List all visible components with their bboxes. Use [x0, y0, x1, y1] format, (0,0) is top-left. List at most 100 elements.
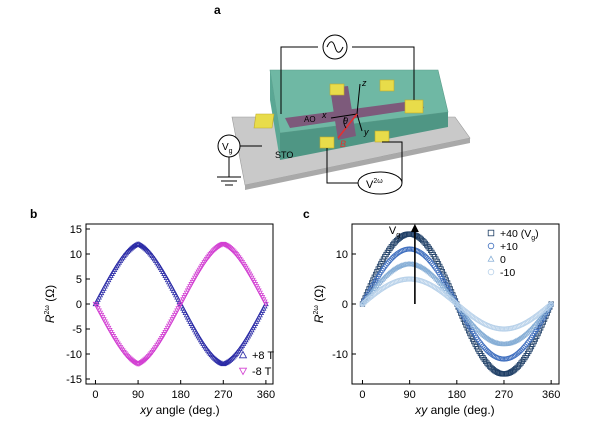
- x-tick-label: 270: [214, 389, 232, 401]
- x-tick-label: 90: [404, 389, 416, 401]
- data-point: [377, 278, 384, 284]
- data-point: [229, 248, 236, 254]
- data-point: [421, 239, 427, 245]
- data-point: [218, 242, 224, 249]
- data-point: [228, 247, 235, 253]
- data-point: [419, 264, 426, 270]
- legend-marker: [487, 255, 495, 262]
- data-point: [473, 316, 480, 322]
- y-tick-label: 0: [342, 299, 348, 311]
- data-point: [213, 246, 220, 252]
- data-point: [395, 250, 401, 256]
- wire: [382, 141, 403, 183]
- label-sto: STO: [275, 150, 293, 160]
- legend-marker: [487, 229, 495, 237]
- data-point: [141, 358, 147, 364]
- data-point: [485, 362, 491, 368]
- data-point: [136, 361, 143, 367]
- data-point: [447, 286, 453, 292]
- vg-annotation: Vg: [389, 225, 400, 239]
- data-point: [422, 253, 428, 259]
- data-point: [529, 323, 536, 330]
- data-point: [475, 317, 481, 323]
- legend-label: +10: [500, 241, 518, 253]
- data-point: [437, 263, 443, 269]
- x-tick-label: 0: [359, 389, 365, 401]
- data-point: [418, 264, 425, 270]
- data-point: [527, 326, 534, 332]
- data-point: [141, 244, 147, 250]
- legend-marker: [238, 367, 248, 376]
- data-point: [531, 322, 537, 328]
- data-point: [481, 345, 487, 351]
- device-schematic: V2ω Vg z x y θ B AO STO: [217, 34, 471, 195]
- data-point: [433, 285, 439, 291]
- data-point: [532, 320, 539, 327]
- data-point: [548, 301, 554, 307]
- x-tick-label: 360: [257, 389, 275, 401]
- data-point: [424, 242, 430, 248]
- data-point: [486, 336, 493, 342]
- chart-b: 0 90 180 270 360 -15 -10 -5 0 5 10 15 +8 T -8 T xy …: [43, 223, 275, 417]
- hall-bar-vertical: [330, 86, 356, 140]
- data-point: [376, 279, 383, 285]
- data-point: [505, 370, 511, 377]
- data-point: [139, 243, 146, 249]
- data-point: [135, 361, 141, 368]
- data-point: [415, 262, 422, 269]
- data-point: [215, 244, 222, 250]
- ac-wave: [326, 41, 344, 53]
- data-point: [214, 245, 221, 251]
- data-point: [414, 262, 421, 268]
- data-point: [484, 360, 490, 366]
- data-point: [367, 283, 373, 289]
- legend-label: 0: [500, 254, 506, 266]
- data-point: [462, 319, 468, 325]
- data-point: [531, 339, 537, 345]
- y-axis-label: R2ω (Ω): [43, 285, 57, 323]
- data-point: [378, 287, 384, 293]
- panel-label-b: b: [30, 207, 37, 221]
- data-point: [489, 352, 495, 358]
- data-point: [138, 242, 145, 248]
- data-point: [424, 255, 430, 261]
- label-y: y: [363, 127, 369, 137]
- data-point: [374, 282, 380, 288]
- contact-pad: [404, 99, 424, 114]
- data-point: [527, 317, 533, 323]
- legend-label: +40 (Vg): [500, 228, 539, 242]
- data-point: [524, 329, 531, 335]
- data-point: [388, 256, 394, 262]
- data-point: [400, 233, 406, 239]
- y-tick-label: 15: [70, 224, 82, 236]
- label-b: B: [340, 139, 346, 149]
- data-point: [216, 359, 223, 365]
- panel-label-c: c: [303, 207, 310, 221]
- data-point: [526, 318, 532, 324]
- wire: [280, 46, 318, 114]
- data-point: [417, 263, 424, 269]
- data-point: [137, 360, 144, 367]
- substrate-edge: [245, 138, 470, 190]
- data-point: [525, 327, 532, 334]
- data-point: [431, 284, 438, 290]
- data-point: [410, 231, 417, 238]
- axis-z-arrow: [356, 83, 361, 115]
- data-point: [384, 260, 390, 267]
- data-point: [518, 360, 524, 366]
- data-point: [496, 370, 502, 376]
- data-point: [519, 346, 525, 352]
- contact-pad: [329, 83, 345, 96]
- x-axis-label: xy angle (deg.): [414, 403, 494, 417]
- y-tick-label: 5: [76, 274, 82, 286]
- data-point: [213, 356, 220, 362]
- data-point: [391, 240, 397, 246]
- data-point: [366, 286, 372, 292]
- data-point: [386, 259, 392, 265]
- data-point: [388, 244, 394, 250]
- data-point: [216, 243, 223, 249]
- y-axis-label: R2ω (Ω): [312, 285, 326, 323]
- x-tick-label: 90: [132, 389, 144, 401]
- y-tick-label: -10: [332, 349, 348, 361]
